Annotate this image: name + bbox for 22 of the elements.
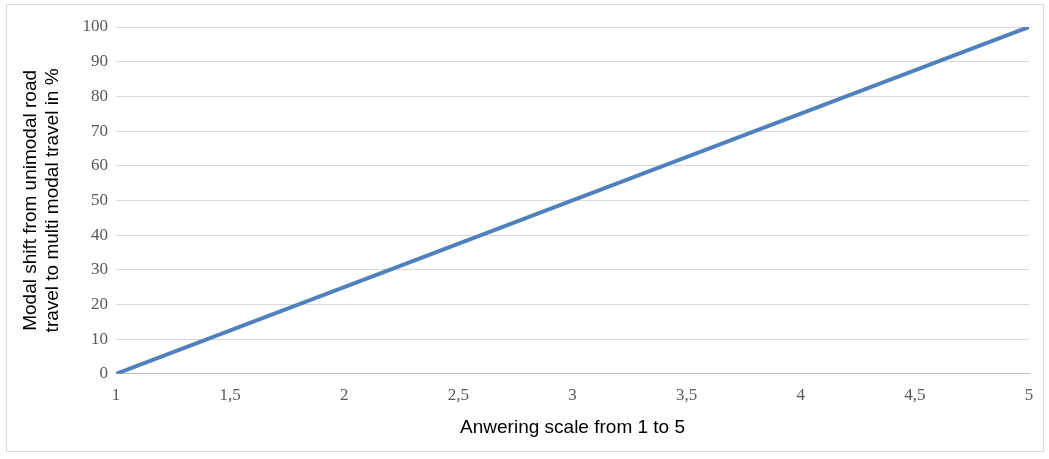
x-tick-label: 2,5 [447,385,470,405]
y-axis-title: Modal shift from unimodal road travel to multi modal travel in % [18,68,63,333]
y-tick-label: 20 [91,293,109,313]
y-tick-label: 80 [91,85,109,105]
y-tick-label: 50 [91,189,109,209]
x-axis-title: Anwering scale from 1 to 5 [460,415,686,437]
x-tick-label: 1,5 [219,385,241,405]
x-tick-label: 4 [796,385,806,405]
y-tick-label: 70 [91,120,109,140]
y-tick-label: 40 [91,224,109,244]
y-tick-label: 0 [99,363,109,383]
x-tick-label: 2 [340,385,349,405]
x-tick-label: 1 [111,385,121,405]
y-tick-label: 60 [91,155,109,175]
x-tick-label: 4,5 [904,385,926,405]
y-tick-label: 10 [91,328,109,348]
y-tick-label: 90 [91,51,109,71]
y-tick-label: 30 [91,259,109,279]
x-tick-label: 5 [1024,385,1034,405]
x-tick-label: 3 [568,385,577,405]
x-tick-label: 3,5 [676,385,698,405]
y-tick-label: 100 [82,16,109,36]
